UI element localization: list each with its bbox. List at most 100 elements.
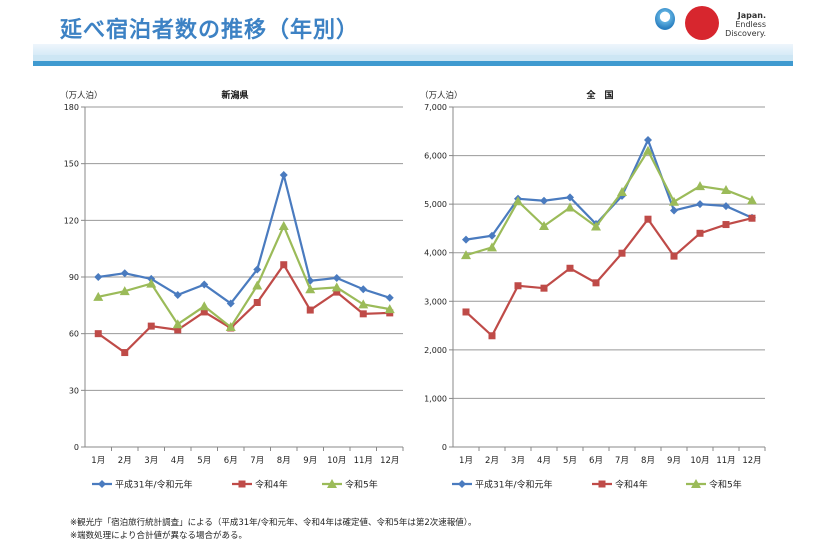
header-band — [33, 55, 793, 61]
triangle-marker — [691, 479, 701, 488]
y-tick-label: 1,000 — [424, 394, 447, 403]
diamond-marker — [540, 196, 548, 205]
diamond-marker — [696, 200, 704, 209]
page-title: 延べ宿泊者数の推移（年別） — [60, 18, 360, 43]
triangle-marker — [487, 242, 497, 252]
square-marker — [514, 282, 522, 290]
diamond-marker — [279, 171, 288, 179]
series-line — [98, 223, 390, 329]
triangle-marker — [327, 479, 337, 488]
x-tick-label: 8月 — [641, 456, 655, 466]
y-tick-label: 2,000 — [424, 346, 447, 355]
x-tick-label: 10月 — [327, 456, 346, 466]
x-tick-label: 12月 — [742, 456, 761, 466]
series-2 — [462, 214, 756, 340]
triangle-marker — [565, 202, 575, 212]
x-tick-label: 5月 — [197, 456, 211, 466]
x-tick-label: 1月 — [91, 456, 105, 466]
square-marker — [566, 264, 574, 272]
triangle-marker — [461, 250, 471, 260]
y-tick-label: 30 — [69, 386, 79, 395]
y-tick-label: 6,000 — [424, 152, 447, 161]
y-tick-label: 90 — [69, 273, 79, 282]
header-rule — [33, 61, 793, 66]
square-marker — [592, 279, 600, 287]
diamond-marker — [566, 193, 574, 202]
diamond-marker — [253, 265, 262, 274]
triangle-marker — [172, 319, 183, 329]
triangle-marker — [747, 195, 757, 205]
y-tick-label: 60 — [69, 330, 79, 339]
triangle-marker — [93, 291, 104, 301]
series-line — [465, 137, 753, 241]
x-tick-label: 3月 — [511, 456, 525, 466]
triangle-marker — [513, 196, 523, 206]
y-tick-label: 0 — [74, 443, 79, 452]
legend-label: 平成31年/令和元年 — [115, 479, 193, 491]
y-tick-label: 180 — [64, 103, 79, 112]
square-marker — [598, 480, 606, 488]
x-tick-label: 4月 — [171, 456, 185, 466]
square-marker — [94, 330, 102, 338]
square-marker — [462, 308, 470, 316]
legend-label: 令和4年 — [255, 479, 288, 491]
square-marker — [253, 299, 261, 306]
y-tick-label: 120 — [64, 216, 79, 225]
x-tick-label: 6月 — [589, 456, 603, 466]
x-tick-label: 9月 — [667, 456, 681, 466]
diamond-marker — [488, 231, 496, 240]
square-marker — [618, 249, 626, 257]
series-2 — [94, 261, 394, 357]
y-tick-label: 7,000 — [424, 103, 447, 112]
y-tick-label: 150 — [64, 160, 79, 169]
x-tick-label: 8月 — [277, 456, 291, 466]
national-chart: 全 国 （万人泊） 0 1,000 2,000 3,000 4,000 5,000 6,000 7… — [420, 89, 766, 491]
diamond-marker — [722, 202, 730, 211]
japan-endless-discovery-logo — [685, 6, 719, 40]
y-tick-label: 3,000 — [424, 297, 447, 306]
y-axis-unit-label: （万人泊） — [60, 90, 103, 101]
y-tick-label: 0 — [442, 443, 447, 452]
triangle-marker — [643, 145, 653, 155]
triangle-marker — [146, 278, 157, 288]
logo-text-line: Japan. — [737, 11, 766, 20]
x-tick-label: 7月 — [250, 456, 264, 466]
x-tick-label: 4月 — [537, 456, 551, 466]
series-line — [97, 262, 390, 354]
square-marker — [333, 288, 341, 296]
footnote: ※観光庁「宿泊旅行統計調査」による（平成31年/令和元年、令和4年は確定値、令和… — [70, 518, 477, 528]
diamond-marker — [670, 206, 678, 215]
diamond-marker — [98, 480, 106, 488]
y-axis-unit-label: （万人泊） — [420, 90, 463, 101]
triangle-marker — [305, 284, 316, 294]
legend-label: 平成31年/令和元年 — [475, 479, 553, 491]
diamond-marker — [94, 273, 103, 281]
x-tick-label: 2月 — [118, 456, 132, 466]
y-tick-label: 4,000 — [424, 249, 447, 258]
x-tick-label: 11月 — [354, 456, 373, 466]
square-marker — [121, 349, 129, 357]
series-3 — [461, 145, 757, 260]
logo-text: Japan. Endless Discovery. — [722, 11, 766, 38]
square-marker — [748, 214, 756, 222]
triangle-marker — [225, 322, 236, 332]
diamond-marker — [385, 293, 394, 302]
header-band — [33, 44, 793, 55]
y-tick-label: 5,000 — [424, 200, 447, 209]
triangle-marker — [721, 185, 731, 195]
square-marker — [238, 480, 246, 488]
series-line — [98, 170, 391, 305]
triangle-marker — [669, 196, 679, 206]
x-tick-label: 6月 — [224, 456, 238, 466]
triangle-marker — [384, 304, 395, 314]
x-tick-label: 9月 — [303, 456, 317, 466]
triangle-marker — [695, 181, 705, 191]
series-line — [465, 148, 753, 257]
triangle-marker — [358, 299, 369, 309]
square-marker — [644, 215, 652, 223]
triangle-marker — [278, 221, 289, 230]
diamond-marker — [120, 269, 129, 278]
x-tick-label: 5月 — [563, 456, 577, 466]
triangle-marker — [591, 221, 601, 231]
